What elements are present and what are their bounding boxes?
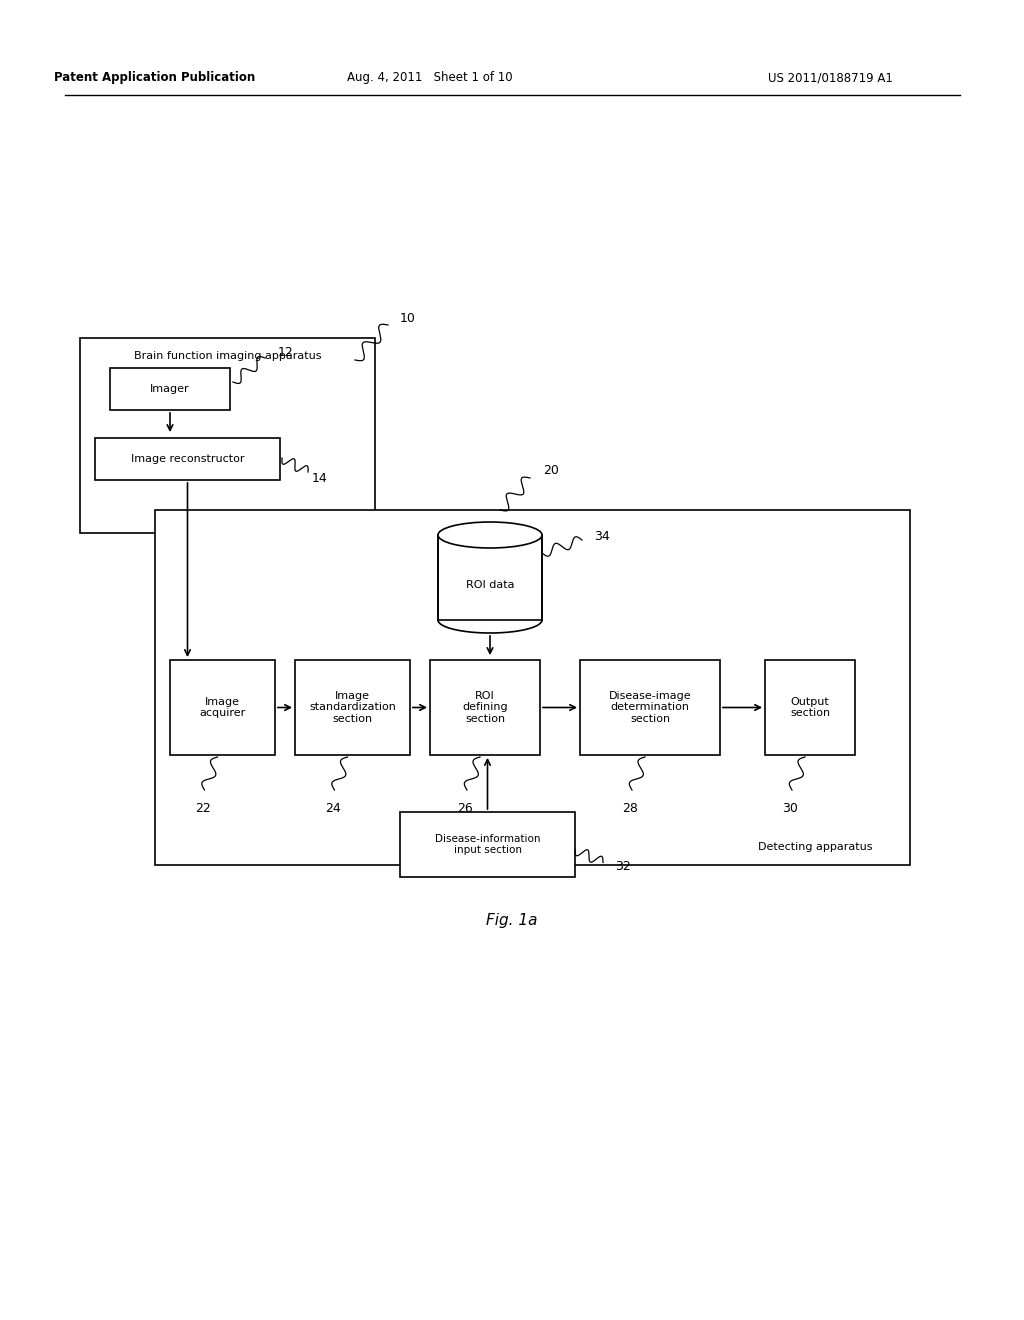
Text: 32: 32 [615,861,631,873]
Text: Patent Application Publication: Patent Application Publication [54,71,256,84]
Text: 14: 14 [312,471,328,484]
Text: ROI data: ROI data [466,581,514,590]
Bar [95,438,280,480]
Text: 30: 30 [782,801,798,814]
Text: Fig. 1a: Fig. 1a [486,912,538,928]
Bar [438,535,542,620]
Bar [430,660,540,755]
Text: Brain function imaging apparatus: Brain function imaging apparatus [134,351,322,360]
Text: Image
standardization
section: Image standardization section [309,690,396,725]
Text: 24: 24 [325,801,340,814]
Text: 28: 28 [622,801,638,814]
Text: 22: 22 [195,801,210,814]
Text: ROI
defining
section: ROI defining section [462,690,508,725]
Text: Imager: Imager [151,384,189,393]
Text: Aug. 4, 2011   Sheet 1 of 10: Aug. 4, 2011 Sheet 1 of 10 [347,71,513,84]
Bar [400,812,575,876]
Bar [110,368,230,411]
Bar [170,660,275,755]
Text: Output
section: Output section [790,697,830,718]
Text: Image reconstructor: Image reconstructor [131,454,245,465]
Bar [155,510,910,865]
Ellipse shape [438,521,542,548]
Text: 12: 12 [278,346,294,359]
Text: Disease-image
determination
section: Disease-image determination section [608,690,691,725]
Text: US 2011/0188719 A1: US 2011/0188719 A1 [768,71,893,84]
Bar [765,660,855,755]
Text: Detecting apparatus: Detecting apparatus [758,842,872,851]
Text: 20: 20 [543,463,559,477]
Text: 26: 26 [457,801,473,814]
Bar [580,660,720,755]
Bar [295,660,410,755]
Text: 10: 10 [400,312,416,325]
Bar [80,338,375,533]
Text: 34: 34 [594,529,609,543]
Text: Image
acquirer: Image acquirer [200,697,246,718]
Text: Disease-information
input section: Disease-information input section [435,834,541,855]
